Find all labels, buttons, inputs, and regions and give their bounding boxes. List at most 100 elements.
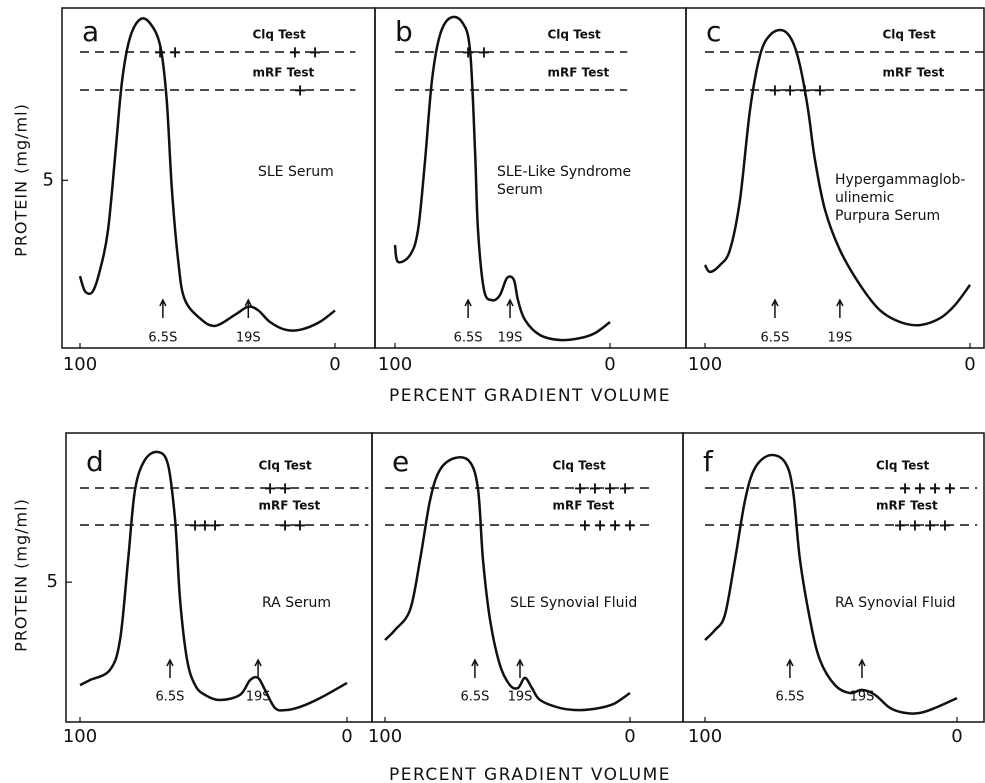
marker-arrow <box>786 658 794 678</box>
test-positive: + <box>593 516 606 535</box>
panel-frame <box>65 432 373 723</box>
test-name: mRF Test <box>883 66 945 80</box>
x-tick-label: 100 <box>688 726 722 747</box>
test-positive: + <box>913 479 926 498</box>
sample-label: SLE-Like Syndrome <box>497 164 631 180</box>
test-positive: + <box>623 516 636 535</box>
profile-curve <box>78 17 336 332</box>
x-tick-label: 100 <box>63 726 97 747</box>
panel-frame <box>685 7 985 349</box>
profile-curve <box>393 15 611 342</box>
sample-label: ulinemic <box>835 190 894 206</box>
marker-arrow <box>254 658 262 678</box>
x-tick-label: 100 <box>378 354 412 375</box>
x-tick-label: 100 <box>368 726 402 747</box>
x-tick-label: 0 <box>951 726 962 747</box>
marker-label: 6.5S <box>775 690 804 705</box>
sample-label: SLE Serum <box>258 164 334 180</box>
marker-arrow <box>506 298 514 318</box>
marker-label: 19S <box>498 331 523 346</box>
test-positive: + <box>208 516 221 535</box>
marker-label: 19S <box>236 331 261 346</box>
marker-label: 6.5S <box>156 690 185 705</box>
test-positive: + <box>168 43 181 62</box>
test-positive: + <box>288 43 301 62</box>
sample-label: RA Synovial Fluid <box>835 595 955 611</box>
marker-arrow <box>836 298 844 318</box>
test-name: Clq Test <box>259 459 313 473</box>
profile-curve <box>384 456 631 712</box>
panel-frame <box>682 432 985 723</box>
profile-curve <box>704 453 958 715</box>
test-positive: + <box>893 516 906 535</box>
x-axis-label: PERCENT GRADIENT VOLUME <box>389 386 671 406</box>
test-positive: + <box>813 81 826 100</box>
sample-label: RA Serum <box>262 595 331 611</box>
marker-label: 6.5S <box>460 690 489 705</box>
test-positive: + <box>278 516 291 535</box>
test-name: Clq Test <box>253 28 307 42</box>
test-positive: + <box>477 43 490 62</box>
test-name: mRF Test <box>548 66 610 80</box>
test-name: mRF Test <box>876 499 938 513</box>
sample-label: Serum <box>497 182 543 198</box>
test-name: Clq Test <box>553 459 607 473</box>
test-positive: + <box>783 81 796 100</box>
test-positive: + <box>898 479 911 498</box>
marker-arrow <box>771 298 779 318</box>
test-positive: + <box>198 516 211 535</box>
panel-letter: e <box>392 445 409 478</box>
marker-arrow <box>516 658 524 678</box>
profile-curve <box>703 28 972 327</box>
x-tick-label: 0 <box>341 726 352 747</box>
marker-label: 6.5S <box>148 331 177 346</box>
profile-curve <box>79 450 348 712</box>
x-tick-label: 0 <box>604 354 615 375</box>
marker-arrow <box>159 298 167 318</box>
test-name: mRF Test <box>253 66 315 80</box>
y-tick-label: 5 <box>43 169 54 190</box>
x-tick-label: 100 <box>63 354 97 375</box>
test-positive: + <box>938 516 951 535</box>
test-positive: + <box>263 479 276 498</box>
test-positive: + <box>618 479 631 498</box>
marker-label: 19S <box>850 690 875 705</box>
sample-label: SLE Synovial Fluid <box>510 595 637 611</box>
test-name: Clq Test <box>876 459 930 473</box>
test-positive: + <box>293 516 306 535</box>
test-positive: + <box>578 516 591 535</box>
panel-letter: b <box>395 15 413 48</box>
test-positive: + <box>768 81 781 100</box>
y-tick-label: 5 <box>47 571 58 592</box>
marker-label: 6.5S <box>760 331 789 346</box>
test-positive: + <box>588 479 601 498</box>
panel-letter: f <box>703 445 714 478</box>
y-axis-label: PROTEIN (mg/ml) <box>12 498 31 652</box>
marker-arrow <box>464 298 472 318</box>
test-name: mRF Test <box>553 499 615 513</box>
marker-arrow <box>244 298 252 318</box>
test-positive: + <box>461 43 474 62</box>
test-positive: + <box>573 479 586 498</box>
y-axis-label: PROTEIN (mg/ml) <box>12 103 31 257</box>
test-positive: + <box>308 43 321 62</box>
test-name: Clq Test <box>883 28 937 42</box>
test-positive: + <box>278 479 291 498</box>
panel-letter: c <box>706 15 721 48</box>
test-positive: + <box>608 516 621 535</box>
marker-label: 19S <box>827 331 852 346</box>
x-tick-label: 100 <box>688 354 722 375</box>
test-positive: + <box>188 516 201 535</box>
test-positive: + <box>603 479 616 498</box>
test-name: mRF Test <box>259 499 321 513</box>
sample-label: Hypergammaglob- <box>835 172 965 188</box>
sample-label: Purpura Serum <box>835 208 940 224</box>
marker-label: 19S <box>508 690 533 705</box>
x-axis-label: PERCENT GRADIENT VOLUME <box>389 765 671 783</box>
marker-label: 19S <box>246 690 271 705</box>
test-positive: + <box>908 516 921 535</box>
marker-label: 6.5S <box>454 331 483 346</box>
test-positive: + <box>923 516 936 535</box>
